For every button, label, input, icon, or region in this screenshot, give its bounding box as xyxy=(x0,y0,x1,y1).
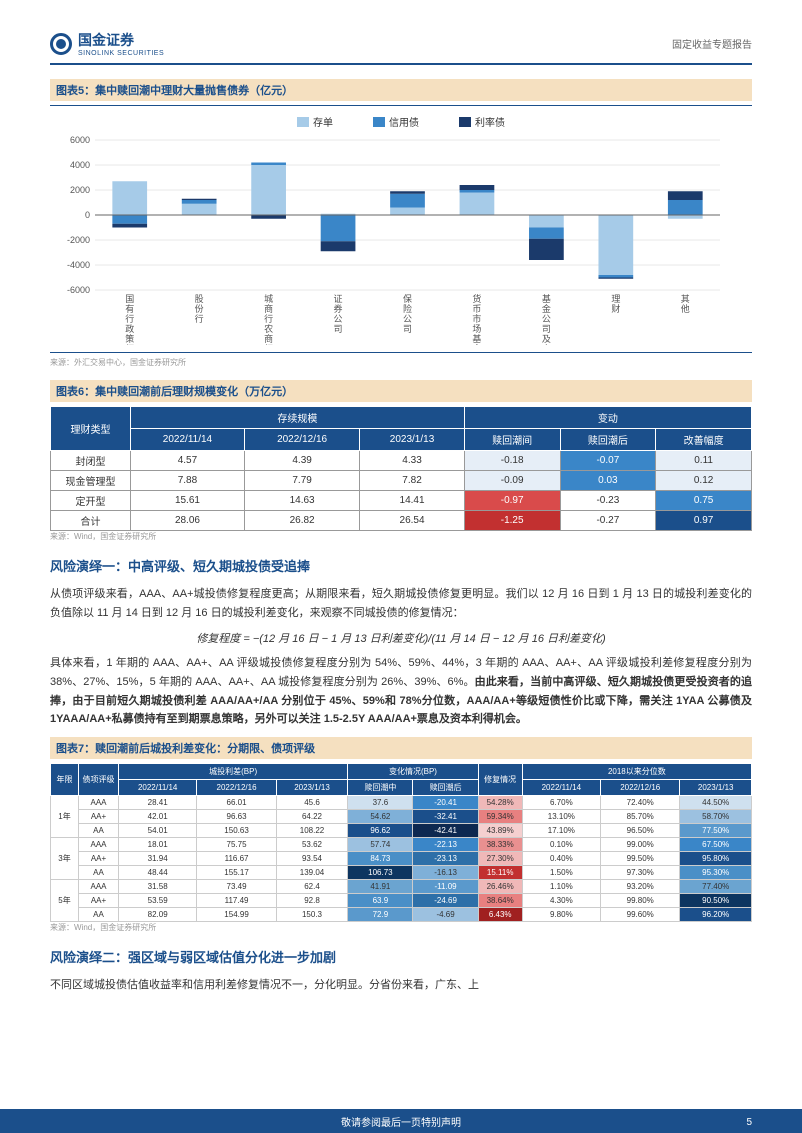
svg-text:司: 司 xyxy=(403,324,412,334)
fig6-source: 来源：Wind，国金证券研究所 xyxy=(50,531,752,542)
fig7-source: 来源：Wind，国金证券研究所 xyxy=(50,922,752,933)
svg-text:币: 币 xyxy=(472,304,481,314)
section1-p1: 从债项评级来看，AAA、AA+城投债修复程度更高；从期限来看，短久期城投债修复更… xyxy=(50,585,752,622)
svg-text:他: 他 xyxy=(681,303,690,314)
svg-text:有: 有 xyxy=(125,303,134,314)
svg-text:行: 行 xyxy=(195,313,204,324)
svg-text:国: 国 xyxy=(125,294,134,304)
page-number: 5 xyxy=(746,1117,752,1128)
fig5-svg: -6000-4000-20000200040006000国有行政策行股份行城商行… xyxy=(50,135,730,345)
fig7-table: 年限债项评级城投利差(BP)变化情况(BP)修复情况2018以来分位数2022/… xyxy=(50,763,752,922)
section1-formula: 修复程度 = −(12 月 16 日 − 1 月 13 日利差变化)/(11 月… xyxy=(50,630,752,646)
svg-text:-6000: -6000 xyxy=(67,285,90,295)
page-header: 国金证券 SINOLINK SECURITIES 固定收益专题报告 xyxy=(50,30,752,65)
svg-text:份: 份 xyxy=(195,303,204,314)
section1-p2: 具体来看，1 年期的 AAA、AA+、AA 评级城投债修复程度分别为 54%、5… xyxy=(50,654,752,729)
svg-text:策: 策 xyxy=(125,333,134,344)
legend-swatch xyxy=(459,117,471,127)
page-footer: 敬请参阅最后一页特别声明 5 xyxy=(0,1109,802,1133)
fig6-table: 理财类型存续规模变动2022/11/142022/12/162023/1/13赎… xyxy=(50,406,752,531)
logo-text-en: SINOLINK SECURITIES xyxy=(78,50,164,57)
svg-text:2000: 2000 xyxy=(70,185,90,195)
fig6-title: 图表6：集中赎回潮前后理财规模变化（万亿元） xyxy=(50,380,752,402)
svg-text:农: 农 xyxy=(264,323,273,334)
svg-text:险: 险 xyxy=(403,303,412,314)
svg-text:基: 基 xyxy=(472,333,481,344)
fig5-title: 图表5：集中赎回潮中理财大量抛售债券（亿元） xyxy=(50,79,752,101)
footer-disclaimer: 敬请参阅最后一页特别声明 xyxy=(341,1114,461,1129)
svg-text:司: 司 xyxy=(334,324,343,334)
svg-text:股: 股 xyxy=(195,294,204,304)
svg-text:政: 政 xyxy=(125,323,134,334)
section2-heading: 风险演绎二：强区域与弱区域估值分化进一步加剧 xyxy=(50,947,752,966)
svg-text:0: 0 xyxy=(85,210,90,220)
svg-text:-4000: -4000 xyxy=(67,260,90,270)
svg-text:市: 市 xyxy=(472,313,481,324)
fig7-title: 图表7：赎回潮前后城投利差变化：分期限、债项评级 xyxy=(50,737,752,759)
fig5-source: 来源：外汇交易中心，国金证券研究所 xyxy=(50,357,752,368)
svg-text:公: 公 xyxy=(334,314,343,324)
svg-text:理: 理 xyxy=(611,294,620,304)
svg-text:其: 其 xyxy=(681,294,690,304)
svg-text:产: 产 xyxy=(542,343,551,345)
svg-text:商: 商 xyxy=(264,333,273,344)
legend-swatch xyxy=(373,117,385,127)
svg-text:公: 公 xyxy=(542,314,551,324)
svg-text:货: 货 xyxy=(472,293,481,304)
svg-text:-2000: -2000 xyxy=(67,235,90,245)
legend-label: 存单 xyxy=(313,114,333,129)
legend-item: 存单 xyxy=(297,114,333,129)
svg-text:场: 场 xyxy=(472,324,481,334)
svg-text:金: 金 xyxy=(472,343,481,345)
legend-label: 信用债 xyxy=(389,114,419,129)
svg-text:行: 行 xyxy=(125,313,134,324)
legend-swatch xyxy=(297,117,309,127)
section2-p1: 不同区域城投债估值收益率和信用利差修复情况不一，分化明显。分省份来看，广东、上 xyxy=(50,976,752,995)
svg-text:基: 基 xyxy=(542,293,551,304)
legend-label: 利率债 xyxy=(475,114,505,129)
report-type: 固定收益专题报告 xyxy=(672,36,752,51)
svg-text:司: 司 xyxy=(542,324,551,334)
company-logo: 国金证券 SINOLINK SECURITIES xyxy=(50,30,164,57)
legend-item: 利率债 xyxy=(459,114,505,129)
svg-text:行: 行 xyxy=(264,343,273,345)
fig5-chart: 存单信用债利率债 -6000-4000-20000200040006000国有行… xyxy=(50,105,752,353)
section1-heading: 风险演绎一：中高评级、短久期城投债受追捧 xyxy=(50,556,752,575)
svg-text:行: 行 xyxy=(264,313,273,324)
svg-text:城: 城 xyxy=(264,294,273,304)
legend-item: 信用债 xyxy=(373,114,419,129)
svg-text:商: 商 xyxy=(264,303,273,314)
fig5-legend: 存单 信用债 利率债 xyxy=(50,114,752,129)
svg-text:公: 公 xyxy=(403,314,412,324)
svg-text:财: 财 xyxy=(611,303,620,314)
svg-text:6000: 6000 xyxy=(70,135,90,145)
logo-text-cn: 国金证券 xyxy=(78,30,164,50)
svg-text:保: 保 xyxy=(403,293,412,304)
svg-text:证: 证 xyxy=(334,294,343,304)
svg-text:4000: 4000 xyxy=(70,160,90,170)
logo-icon xyxy=(50,33,72,55)
svg-text:及: 及 xyxy=(542,334,551,344)
svg-text:行: 行 xyxy=(125,343,134,345)
svg-text:券: 券 xyxy=(334,303,343,314)
svg-text:金: 金 xyxy=(542,303,551,314)
